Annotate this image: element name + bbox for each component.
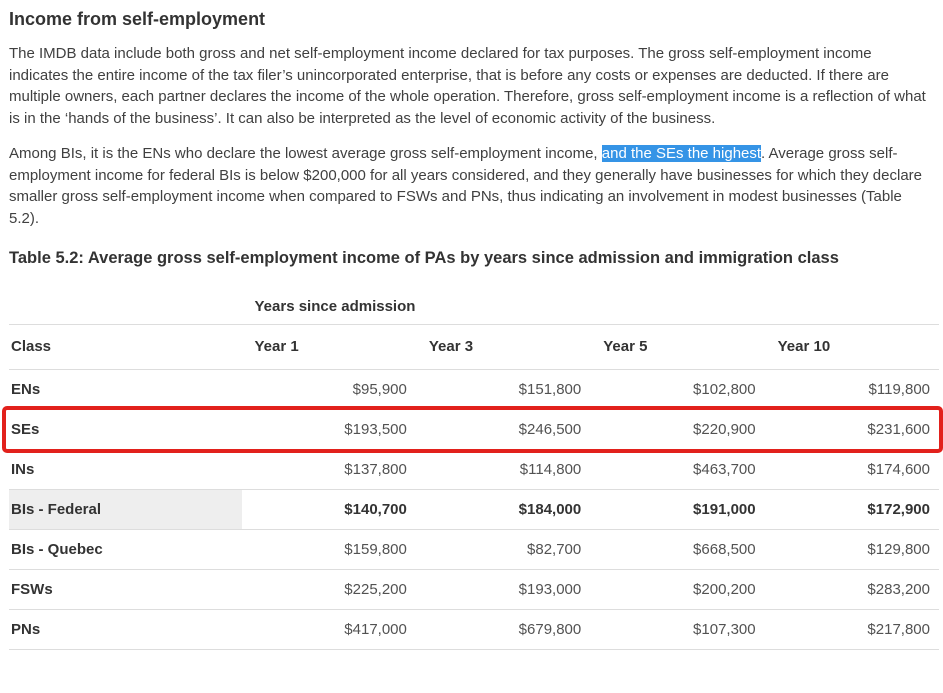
cell-year5: $107,300 <box>590 609 765 650</box>
cell-year10: $231,600 <box>764 409 939 450</box>
table-row: INs $137,800 $114,800 $463,700 $174,600 <box>9 449 939 490</box>
cell-year10: $129,800 <box>764 529 939 570</box>
row-label: BIs - Quebec <box>9 529 242 570</box>
row-label: FSWs <box>9 569 242 610</box>
cell-year3: $246,500 <box>415 409 591 450</box>
cell-year5: $191,000 <box>590 489 765 530</box>
table-row: FSWs $225,200 $193,000 $200,200 $283,200 <box>9 569 939 610</box>
paragraph-text-before-selection: Among BIs, it is the ENs who declare the… <box>9 145 602 162</box>
table-body: ENs $95,900 $151,800 $102,800 $119,800 S… <box>9 369 939 650</box>
cell-year10: $119,800 <box>764 369 939 410</box>
paragraph-among-bis: Among BIs, it is the ENs who declare the… <box>9 143 934 229</box>
cell-year3: $82,700 <box>415 529 591 570</box>
column-header-row: Class Year 1 Year 3 Year 5 Year 10 <box>9 324 939 370</box>
row-label: INs <box>9 449 242 490</box>
cell-year3: $114,800 <box>415 449 591 490</box>
selected-text-highlight: and the SEs the highest <box>601 145 762 162</box>
table-row-ses: SEs $193,500 $246,500 $220,900 $231,600 <box>9 409 939 450</box>
cell-year1: $95,900 <box>241 369 416 410</box>
row-label: PNs <box>9 609 242 650</box>
row-label: SEs <box>9 409 242 450</box>
cell-year1: $193,500 <box>241 409 416 450</box>
table-row: BIs - Quebec $159,800 $82,700 $668,500 $… <box>9 529 939 570</box>
row-label: BIs - Federal <box>9 489 242 530</box>
table-row-bis-federal: BIs - Federal $140,700 $184,000 $191,000… <box>9 489 939 530</box>
cell-year3: $151,800 <box>415 369 591 410</box>
cell-year1: $137,800 <box>241 449 416 490</box>
cell-year1: $140,700 <box>241 489 416 530</box>
row-label: ENs <box>9 369 242 410</box>
section-heading: Income from self-employment <box>9 9 266 29</box>
column-header-class: Class <box>9 324 242 370</box>
cell-year1: $159,800 <box>241 529 416 570</box>
cell-year3: $679,800 <box>415 609 591 650</box>
paragraph-text-after-selection: . Average gross self-employment income f… <box>9 145 923 227</box>
column-header-year3: Year 3 <box>415 324 591 370</box>
cell-year5: $102,800 <box>590 369 765 410</box>
cell-year3: $193,000 <box>415 569 591 610</box>
cell-year10: $283,200 <box>764 569 939 610</box>
cell-year5: $668,500 <box>590 529 765 570</box>
cell-year10: $174,600 <box>764 449 939 490</box>
table-wrapper: Years since admission Class Year 1 Year … <box>2 290 943 650</box>
cell-year10: $217,800 <box>764 609 939 650</box>
group-header-row: Years since admission <box>9 290 939 325</box>
table-row: PNs $417,000 $679,800 $107,300 $217,800 <box>9 609 939 650</box>
cell-year5: $220,900 <box>590 409 765 450</box>
cell-year5: $200,200 <box>590 569 765 610</box>
group-header-label: Years since admission <box>241 290 939 325</box>
group-header-spacer <box>9 290 242 325</box>
income-table: Years since admission Class Year 1 Year … <box>9 290 939 650</box>
paragraph-imdb-data: The IMDB data include both gross and net… <box>9 45 926 127</box>
column-header-year10: Year 10 <box>764 324 939 370</box>
column-header-year1: Year 1 <box>241 324 416 370</box>
document-page: Income from self-employment The IMDB dat… <box>2 9 943 650</box>
cell-year3: $184,000 <box>415 489 591 530</box>
table-row: ENs $95,900 $151,800 $102,800 $119,800 <box>9 369 939 410</box>
table-caption: Table 5.2: Average gross self-employment… <box>9 249 839 267</box>
cell-year1: $417,000 <box>241 609 416 650</box>
cell-year1: $225,200 <box>241 569 416 610</box>
column-header-year5: Year 5 <box>590 324 765 370</box>
cell-year5: $463,700 <box>590 449 765 490</box>
cell-year10: $172,900 <box>764 489 939 530</box>
